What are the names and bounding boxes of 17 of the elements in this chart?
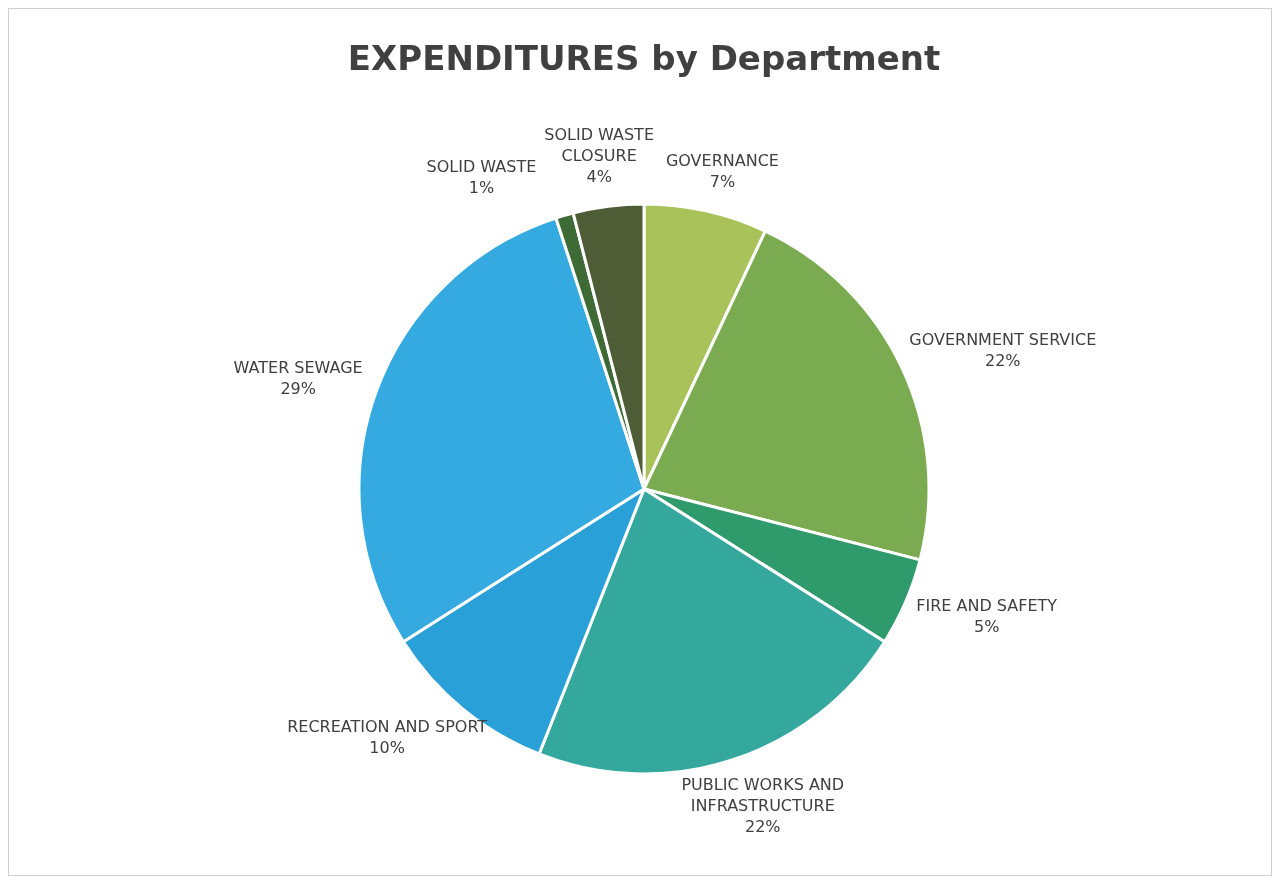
data-label: 7%: [709, 172, 736, 192]
slice-label: FIRE AND SAFETY: [916, 596, 1058, 616]
data-label: 4%: [586, 167, 612, 187]
slice-label: SOLID WASTE: [426, 156, 537, 176]
slice-label: RECREATION AND SPORT: [287, 717, 488, 737]
slice-label: GOVERNANCE: [665, 151, 779, 171]
data-label: 29%: [280, 378, 316, 398]
data-label: 5%: [974, 617, 1000, 637]
data-label: 22%: [985, 350, 1021, 370]
slice-label: WATER SEWAGE: [233, 357, 363, 377]
data-label: 22%: [744, 817, 781, 837]
chart-title: EXPENDITURES by Department: [347, 37, 941, 78]
data-label: 10%: [369, 738, 405, 758]
slice-label: GOVERNMENT SERVICE: [909, 329, 1097, 349]
slice-label: PUBLIC WORKS AND INFRASTRUCTURE: [681, 775, 845, 816]
data-label: 1%: [468, 177, 495, 197]
slice-label: SOLID WASTE CLOSURE: [544, 125, 655, 166]
